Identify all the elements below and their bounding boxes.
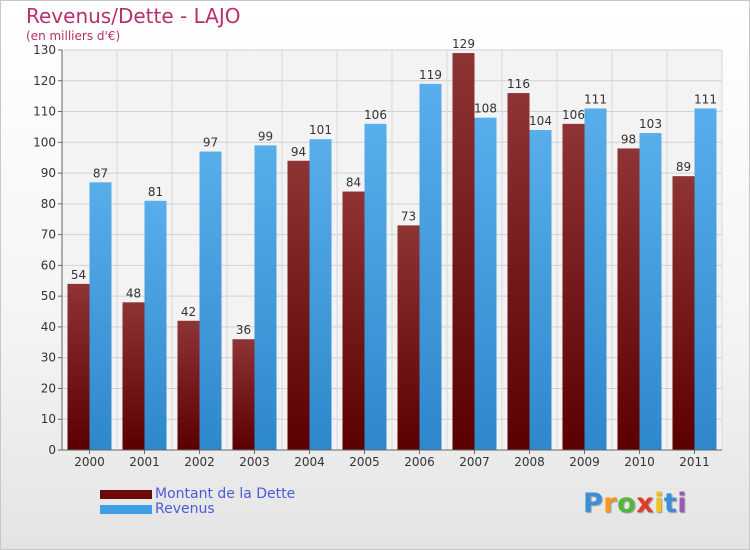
data-label-revenue: 81	[148, 185, 163, 199]
y-tick-label: 90	[41, 166, 56, 180]
x-tick-label: 2005	[349, 455, 380, 469]
bar-debt	[177, 320, 200, 450]
y-tick-label: 60	[41, 258, 56, 272]
x-tick-label: 2000	[74, 455, 105, 469]
x-tick-label: 2001	[129, 455, 160, 469]
data-label-debt: 84	[346, 176, 361, 190]
data-label-revenue: 111	[694, 92, 717, 106]
x-tick-label: 2008	[514, 455, 545, 469]
data-label-debt: 129	[452, 37, 475, 51]
data-label-debt: 106	[562, 108, 585, 122]
logo-letter: r	[603, 488, 618, 519]
data-label-revenue: 119	[419, 68, 442, 82]
bar-debt	[617, 148, 640, 450]
data-label-debt: 48	[126, 286, 141, 300]
data-label-revenue: 99	[258, 129, 273, 143]
bar-debt	[232, 339, 255, 450]
bar-revenue	[584, 108, 607, 450]
data-label-revenue: 106	[364, 108, 387, 122]
logo-letter: i	[654, 488, 664, 519]
bar-debt	[287, 160, 310, 450]
y-tick-label: 120	[33, 74, 56, 88]
y-tick-label: 0	[48, 443, 56, 457]
axis-layer: 0 10 20 30 40 50 60 70 80 90 100 110 120 130 2000 2001 2…	[33, 43, 722, 469]
bar-revenue	[529, 130, 552, 450]
data-label-revenue: 111	[584, 92, 607, 106]
chart-title: Revenus/Dette - LAJO	[26, 4, 241, 28]
bar-revenue	[364, 123, 387, 450]
y-tick-label: 80	[41, 197, 56, 211]
bar-revenue	[144, 200, 167, 450]
data-label-revenue: 104	[529, 114, 552, 128]
data-label-debt: 36	[236, 323, 251, 337]
data-label-revenue: 97	[203, 136, 218, 150]
data-label-revenue: 101	[309, 123, 332, 137]
bar-revenue	[254, 145, 277, 450]
data-label-debt: 98	[621, 132, 636, 146]
bar-debt	[397, 225, 420, 450]
bar-revenue	[199, 151, 222, 451]
data-label-revenue: 108	[474, 102, 497, 116]
bar-debt	[342, 191, 365, 451]
x-tick-label: 2004	[294, 455, 325, 469]
y-tick-label: 100	[33, 135, 56, 149]
y-tick-label: 70	[41, 228, 56, 242]
bar-revenue	[694, 108, 717, 450]
y-tick-label: 50	[41, 289, 56, 303]
data-label-debt: 116	[507, 77, 530, 91]
bar-revenue	[639, 133, 662, 451]
legend-label-debt: Montant de la Dette	[155, 486, 296, 502]
x-tick-label: 2011	[679, 455, 710, 469]
bar-debt	[672, 176, 695, 450]
chart-subtitle: (en milliers d'€)	[26, 29, 121, 43]
bar-revenue	[309, 139, 332, 450]
bar-revenue	[474, 117, 497, 450]
logo-letter: t	[663, 488, 678, 519]
x-tick-label: 2006	[404, 455, 435, 469]
data-label-debt: 42	[181, 305, 196, 319]
logo-letter: x	[636, 488, 655, 519]
bar-revenue	[89, 182, 112, 451]
data-label-revenue: 103	[639, 117, 662, 131]
bar-debt	[562, 123, 585, 450]
bar-debt	[507, 93, 530, 451]
y-tick-label: 110	[33, 105, 56, 119]
x-tick-label: 2002	[184, 455, 215, 469]
y-tick-label: 30	[41, 351, 56, 365]
legend-label-revenue: Revenus	[155, 501, 215, 517]
data-label-debt: 54	[71, 268, 86, 282]
x-tick-label: 2009	[569, 455, 600, 469]
y-tick-label: 40	[41, 320, 56, 334]
y-tick-label: 10	[41, 412, 56, 426]
data-label-revenue: 87	[93, 166, 108, 180]
logo-letter: o	[617, 488, 637, 519]
bar-debt	[452, 53, 475, 450]
y-tick-label: 130	[33, 43, 56, 57]
logo-letter: P	[583, 488, 604, 519]
proxiti-logo: Proxiti	[583, 488, 687, 519]
x-tick-label: 2007	[459, 455, 490, 469]
data-label-debt: 89	[676, 160, 691, 174]
bar-revenue	[419, 83, 442, 450]
y-tick-label: 20	[41, 381, 56, 395]
legend-swatch-revenue	[100, 505, 152, 514]
data-label-debt: 94	[291, 145, 306, 159]
data-label-debt: 73	[401, 209, 416, 223]
logo-letter: i	[677, 488, 688, 519]
bar-debt	[67, 283, 90, 450]
bar-debt	[122, 302, 145, 450]
x-tick-label: 2010	[624, 455, 655, 469]
x-tick-label: 2003	[239, 455, 270, 469]
legend-swatch-debt	[100, 490, 152, 499]
